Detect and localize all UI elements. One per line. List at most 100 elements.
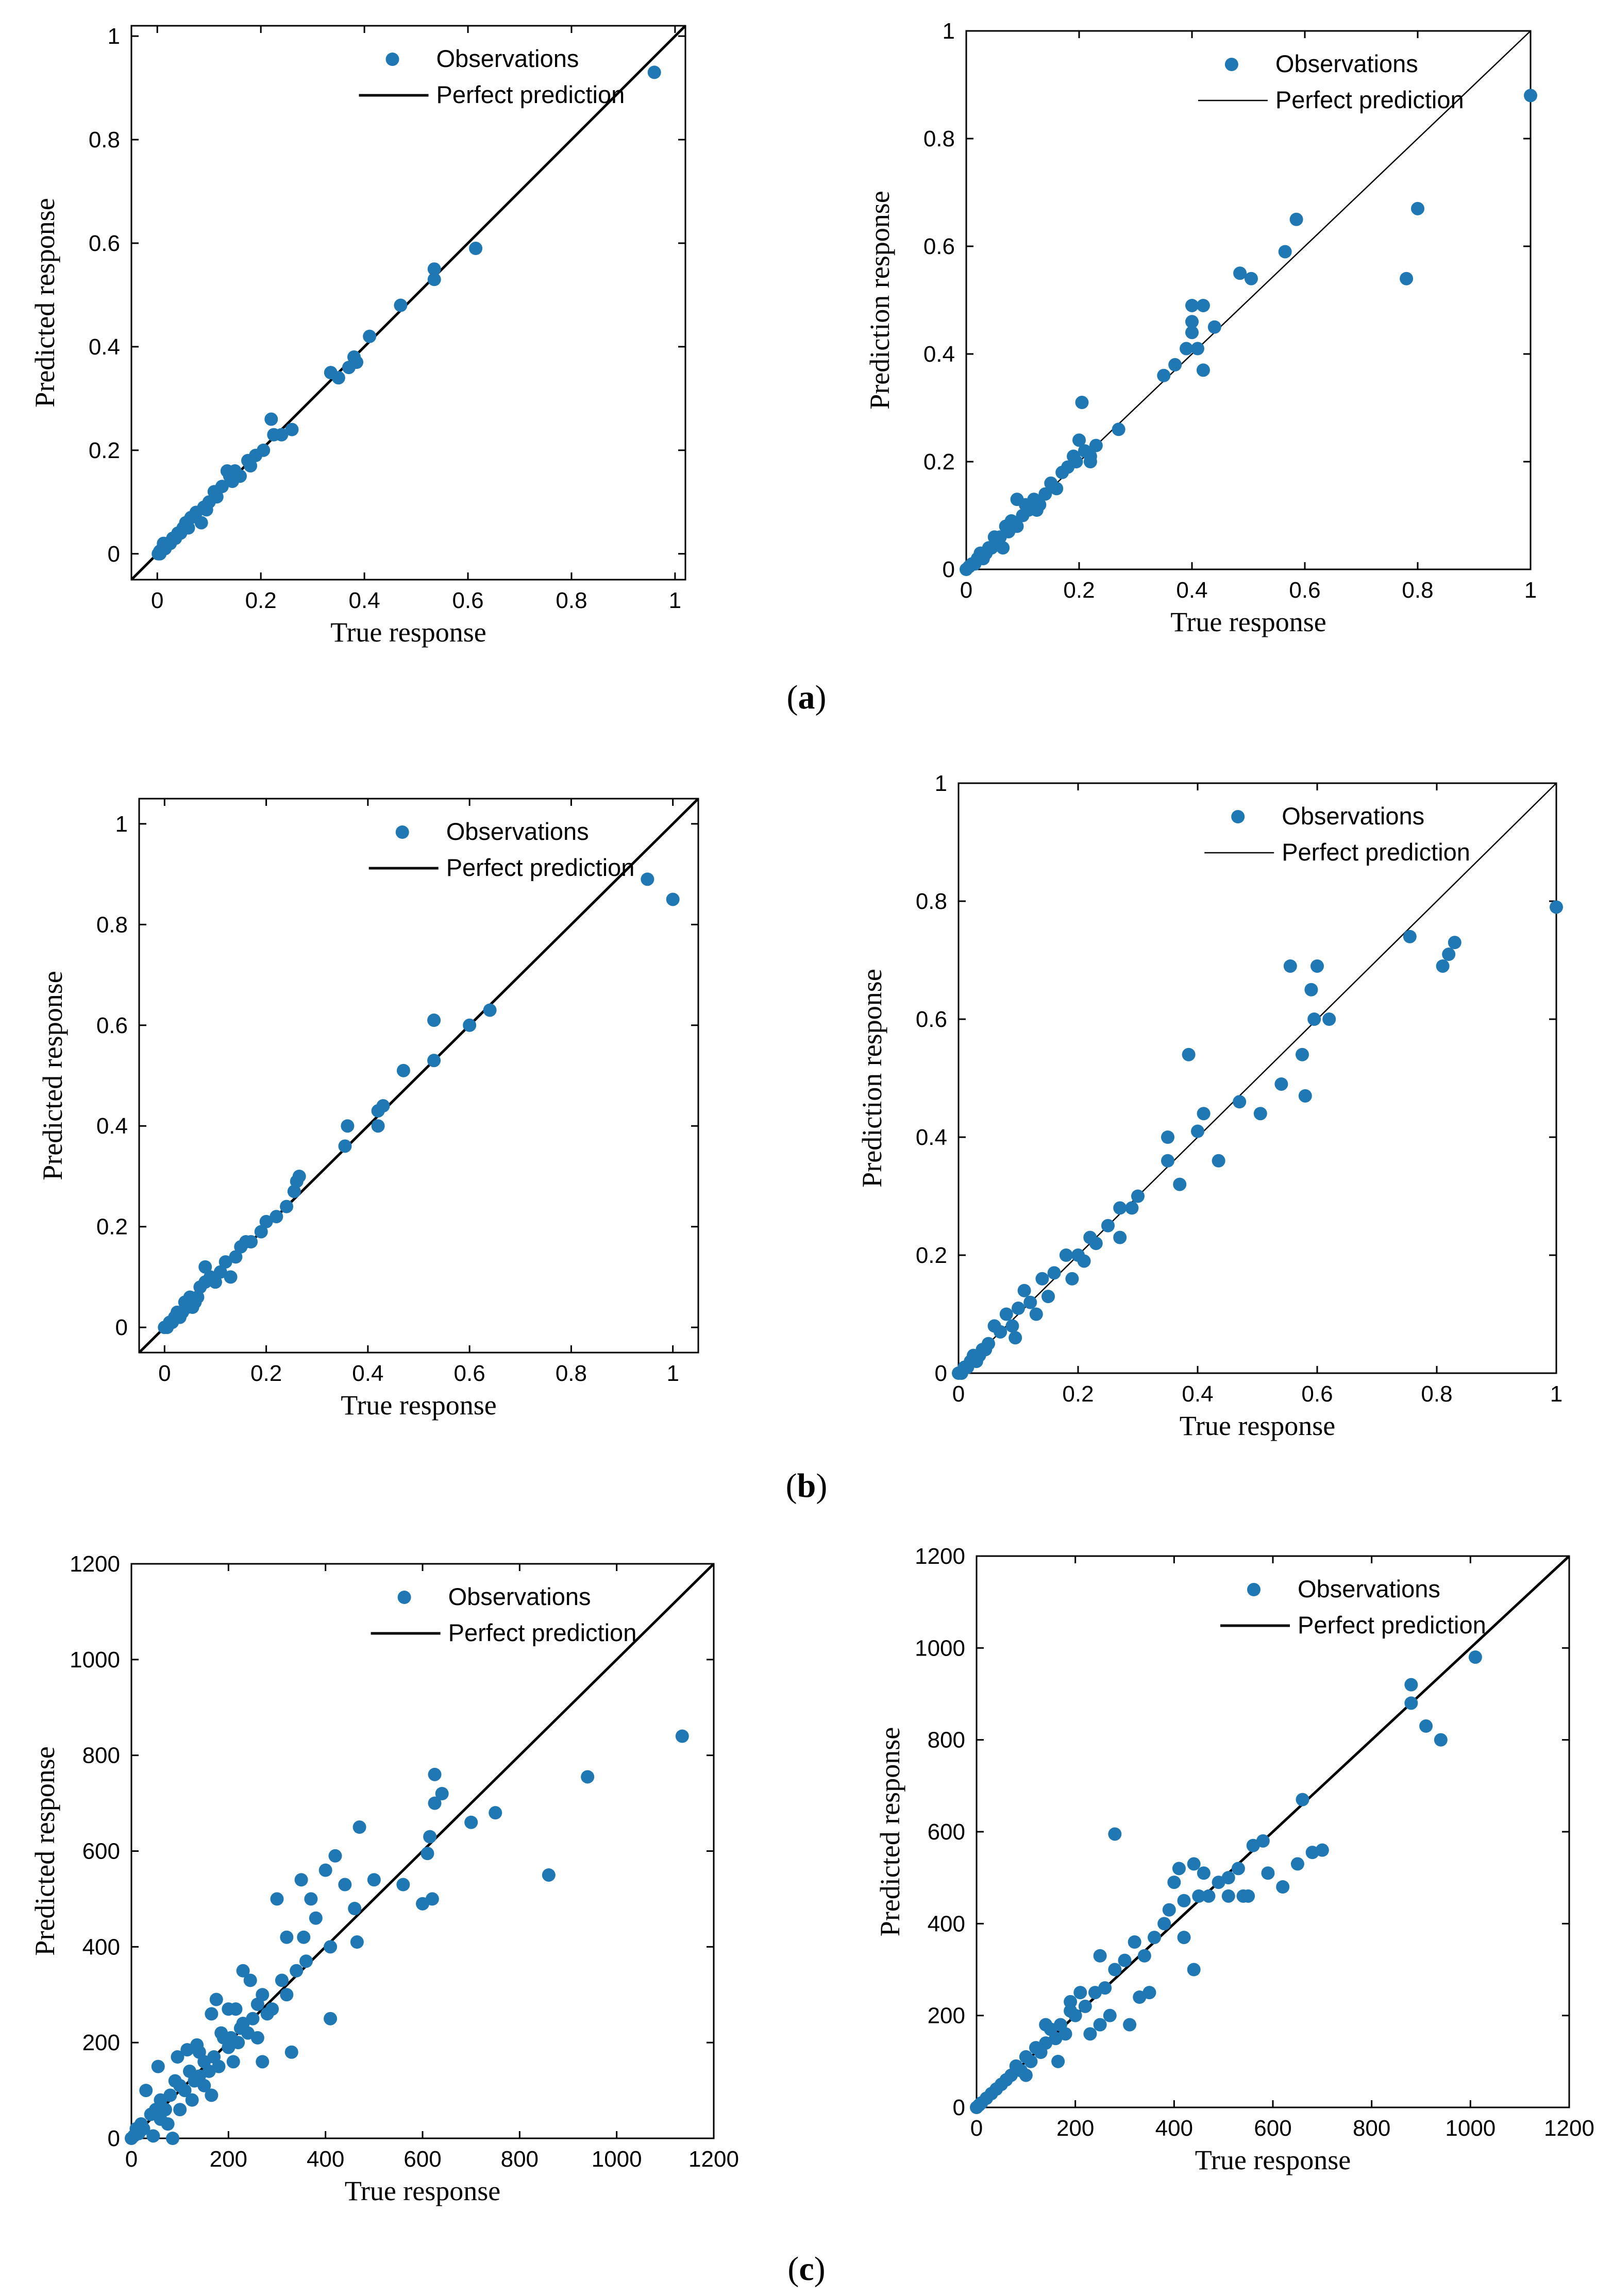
observation-point [324,366,338,380]
observation-point [371,1104,385,1118]
observation-point [1190,342,1204,356]
observation-point [581,1770,595,1784]
observation-point [1029,1307,1043,1321]
observation-point [1089,438,1103,452]
x-tick-label: 1200 [1544,2116,1594,2141]
observation-point [309,1911,323,1925]
observation-point [416,1897,429,1911]
legend-perfect-label: Perfect prediction [1298,1611,1486,1639]
observation-point [213,1265,227,1279]
x-tick-label: 0.6 [454,1361,485,1386]
observation-point [1019,2068,1033,2082]
y-tick-label: 0.4 [96,1113,128,1139]
observation-point [1278,245,1292,259]
observation-point [1404,1678,1418,1692]
observation-point [427,273,441,286]
observation-point [952,1366,965,1380]
observation-point [1012,1302,1025,1315]
observation-point [225,475,239,488]
observation-point [1191,1124,1204,1138]
observation-point [158,1321,172,1335]
observation-point [363,329,377,343]
x-tick-label: 0.4 [349,588,380,613]
observation-point [264,412,278,426]
observation-point [285,423,299,436]
observation-point [1322,1012,1336,1026]
x-axis-title: True response [1195,2145,1351,2175]
observation-point [348,1902,362,1915]
y-tick-label: 1000 [70,1647,120,1673]
observation-point [219,1255,232,1269]
x-tick-label: 0.4 [1176,578,1207,603]
legend-perfect-label: Perfect prediction [436,81,625,108]
observation-point [987,1319,1001,1333]
legend-observations-marker [1224,58,1238,71]
observation-point [168,2074,182,2088]
x-tick-label: 0.4 [352,1361,383,1386]
observation-point [181,521,195,535]
x-tick-label: 1 [666,1361,679,1386]
observation-point [1007,519,1021,533]
observation-point [1290,1857,1304,1871]
observation-point [1197,1107,1211,1121]
observation-point [1298,1089,1312,1103]
observation-point [987,530,1001,544]
x-axis-title: True response [330,617,486,648]
legend-observations-label: Observations [446,818,589,845]
x-tick-label: 0 [125,2147,138,2172]
observation-point [1221,1871,1235,1885]
observation-point [1404,1696,1418,1710]
observation-point [352,1820,366,1834]
observation-point [960,563,973,576]
observation-point [125,2132,138,2145]
observation-point [171,2050,184,2064]
observation-point [1148,1931,1161,1945]
chart-panel-a-right: 0 0.2 0.4 0.6 0.8 1 0 0.2 0.4 0.6 0.8 1 True respons… [864,19,1537,637]
observation-point [1157,368,1171,382]
x-tick-label: 0 [151,588,163,613]
observation-point [1125,1201,1139,1215]
observation-point [1310,959,1324,973]
observation-point [1108,1827,1122,1841]
observation-point [324,1940,338,1954]
observation-point [191,1290,205,1304]
observation-point [489,1806,502,1820]
observation-point [183,2064,196,2078]
y-tick-label: 0.8 [923,126,955,151]
observation-point [139,2084,153,2098]
y-tick-label: 0.2 [916,1243,947,1268]
observation-point [1187,1857,1201,1871]
observation-point [647,65,661,79]
observation-point [350,1935,364,1949]
y-tick-label: 0.2 [89,438,120,463]
x-tick-label: 0.6 [1301,1381,1333,1407]
observation-point [394,298,408,312]
observation-point [371,1119,385,1133]
observation-point [287,1185,301,1198]
observation-point [259,1214,273,1228]
observation-point [427,1054,441,1068]
y-tick-label: 200 [928,2003,965,2029]
y-tick-label: 1200 [70,1551,120,1577]
observation-point [1202,1889,1216,1903]
observation-point [396,1878,410,1892]
legend-observations-marker [385,53,399,66]
observation-point [260,2007,274,2021]
y-axis-title: Predicted response [29,198,60,407]
x-tick-label: 1 [1550,1381,1562,1407]
observation-point [641,872,654,886]
observation-point [146,2129,160,2143]
observation-point [675,1729,689,1743]
observation-point [1108,1963,1122,1977]
observation-point [1067,449,1081,463]
observation-point [427,262,441,276]
observation-point [186,1301,199,1314]
observation-point [428,1796,442,1810]
observation-point [244,459,258,472]
observation-point [1055,465,1069,479]
observation-point [1207,320,1221,334]
observation-point [1185,315,1199,329]
observation-point [1035,1272,1049,1286]
x-tick-label: 200 [1056,2116,1094,2141]
perfect-prediction-line [966,30,1531,570]
